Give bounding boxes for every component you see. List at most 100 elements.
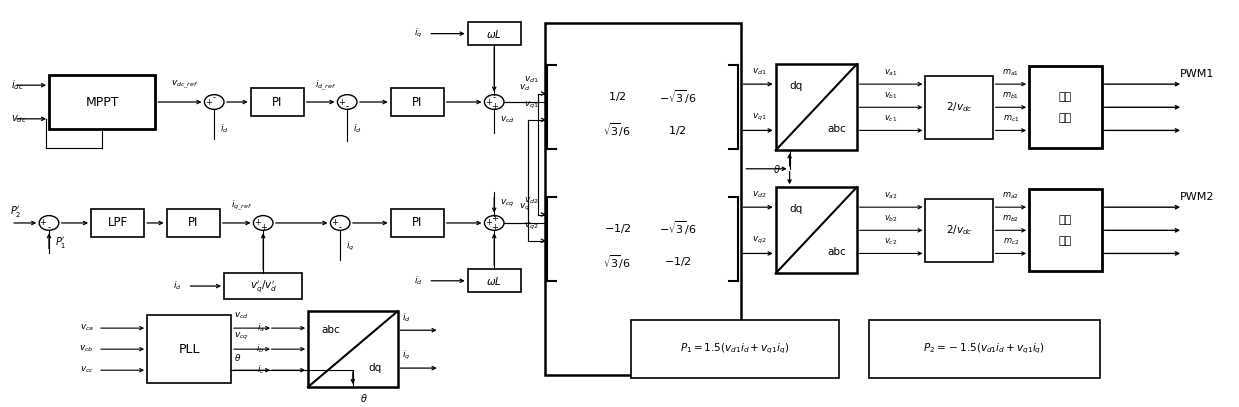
Text: $\omega L$: $\omega L$ (486, 28, 502, 39)
Text: 调制: 调制 (1059, 215, 1072, 225)
Text: $m_{c1}$: $m_{c1}$ (1002, 114, 1018, 124)
Text: -: - (493, 93, 496, 102)
Text: $v_{q1}$: $v_{q1}$ (524, 101, 539, 112)
Text: +: + (254, 219, 260, 228)
Bar (1030, 66, 1101, 148)
Bar (390, 88, 444, 116)
Text: $v_{a1}$: $v_{a1}$ (885, 67, 898, 78)
Text: MPPT: MPPT (85, 96, 119, 109)
Bar (147, 315, 230, 383)
Bar (309, 311, 398, 387)
Text: $\theta$: $\theta$ (359, 392, 368, 404)
Text: $v_{q1}$: $v_{q1}$ (752, 112, 767, 123)
Text: +: + (484, 219, 492, 228)
Text: $v_{q2}$: $v_{q2}$ (752, 235, 767, 246)
Text: $i_d$: $i_d$ (173, 280, 182, 292)
Text: $P_2=-1.5(v_{d1}i_d+v_{q1}i_q)$: $P_2=-1.5(v_{d1}i_d+v_{q1}i_q)$ (923, 342, 1046, 357)
Bar (632, 320, 839, 378)
Text: $i_c$: $i_c$ (256, 364, 265, 376)
Bar (50, 74, 155, 129)
Text: $-\sqrt{3}/6$: $-\sqrt{3}/6$ (659, 219, 696, 237)
Text: $\sqrt{3}/6$: $\sqrt{3}/6$ (603, 253, 632, 271)
Text: $2/v_{dc}$: $2/v_{dc}$ (945, 101, 973, 114)
Text: PWM2: PWM2 (1181, 192, 1214, 201)
Text: PI: PI (273, 96, 282, 109)
Text: -: - (213, 93, 216, 102)
Text: $m_{b2}$: $m_{b2}$ (1002, 214, 1020, 224)
Text: PI: PI (413, 217, 422, 230)
Text: $i_q$: $i_q$ (346, 240, 354, 253)
Text: $i_a$: $i_a$ (256, 322, 265, 335)
Text: $P_1=1.5(v_{d1}i_d+v_{q1}i_q)$: $P_1=1.5(v_{d1}i_d+v_{q1}i_q)$ (680, 342, 789, 357)
Text: $v_{cb}$: $v_{cb}$ (79, 344, 94, 354)
Text: $P_1'$: $P_1'$ (55, 235, 66, 250)
Text: $v_{d1}$: $v_{d1}$ (524, 75, 539, 85)
Text: +: + (40, 219, 46, 228)
Text: PLL: PLL (178, 343, 199, 356)
Text: $i_b$: $i_b$ (256, 343, 265, 355)
Text: PWM1: PWM1 (1181, 69, 1214, 79)
Text: $v_{cc}$: $v_{cc}$ (79, 365, 94, 375)
Text: $v_q$: $v_q$ (519, 202, 530, 214)
Text: $i_q$: $i_q$ (415, 27, 422, 40)
Text: PI: PI (413, 96, 422, 109)
Text: $v_{dc\_ref}$: $v_{dc\_ref}$ (171, 79, 198, 92)
Text: $i_d$: $i_d$ (353, 122, 362, 135)
Text: +: + (484, 98, 492, 107)
Text: $m_{a1}$: $m_{a1}$ (1002, 67, 1020, 78)
Text: $-1/2$: $-1/2$ (603, 222, 632, 235)
Text: $1/2$: $1/2$ (668, 124, 686, 137)
Text: $\theta$: $\theta$ (234, 352, 242, 363)
Text: $m_{b1}$: $m_{b1}$ (1002, 90, 1020, 101)
Text: -: - (338, 223, 342, 232)
Text: $v_{a2}$: $v_{a2}$ (885, 190, 898, 201)
Text: $i_q$: $i_q$ (401, 349, 410, 362)
Text: $2/v_{dc}$: $2/v_{dc}$ (945, 223, 973, 237)
Text: +: + (491, 223, 498, 232)
Text: 调制: 调制 (1059, 92, 1072, 102)
Text: $\theta$: $\theta$ (773, 163, 782, 175)
Bar (776, 187, 857, 274)
Text: dq: dq (789, 81, 803, 91)
Text: $\sqrt{3}/6$: $\sqrt{3}/6$ (603, 122, 632, 139)
Text: LPF: LPF (108, 217, 128, 230)
Text: $v_{cq}$: $v_{cq}$ (499, 197, 514, 208)
Bar (926, 76, 992, 139)
Text: abc: abc (321, 325, 339, 335)
Bar (926, 199, 992, 262)
Text: dq: dq (368, 363, 382, 373)
Bar (467, 22, 520, 45)
Bar (224, 274, 302, 299)
Text: $v_{c2}$: $v_{c2}$ (885, 236, 898, 247)
Text: $v_{cd}$: $v_{cd}$ (499, 115, 514, 125)
Text: $v_{c1}$: $v_{c1}$ (885, 114, 898, 124)
Bar (90, 209, 144, 236)
Text: $i_{d\_ref}$: $i_{d\_ref}$ (315, 78, 336, 92)
Bar (545, 23, 741, 375)
Text: $v_{b1}$: $v_{b1}$ (885, 90, 898, 101)
Text: $v_{d2}$: $v_{d2}$ (752, 189, 767, 200)
Text: $1/2$: $1/2$ (608, 90, 627, 103)
Text: dq: dq (789, 204, 803, 214)
Text: $v_{d1}$: $v_{d1}$ (752, 66, 767, 77)
Text: abc: abc (828, 124, 846, 134)
Text: $i_{q\_ref}$: $i_{q\_ref}$ (230, 199, 252, 214)
Text: $i_d$: $i_d$ (414, 275, 422, 287)
Text: +: + (491, 102, 498, 111)
Text: -: - (346, 102, 348, 111)
Text: $v_{dc}$: $v_{dc}$ (11, 113, 27, 125)
Text: $v_q'/v_d'$: $v_q'/v_d'$ (249, 278, 276, 294)
Text: +: + (204, 98, 212, 107)
Text: $P_2'$: $P_2'$ (10, 204, 21, 219)
Text: PI: PI (188, 217, 198, 230)
Text: 策略: 策略 (1059, 236, 1072, 246)
Text: $-1/2$: $-1/2$ (664, 255, 691, 268)
Text: +: + (331, 219, 337, 228)
Text: +: + (260, 223, 266, 232)
Text: $m_{a2}$: $m_{a2}$ (1002, 190, 1020, 201)
Text: $v_{ca}$: $v_{ca}$ (79, 323, 94, 333)
Bar (250, 88, 304, 116)
Bar (166, 209, 219, 236)
Text: $\omega L$: $\omega L$ (486, 275, 502, 287)
Text: $v_{cd}$: $v_{cd}$ (234, 310, 249, 321)
